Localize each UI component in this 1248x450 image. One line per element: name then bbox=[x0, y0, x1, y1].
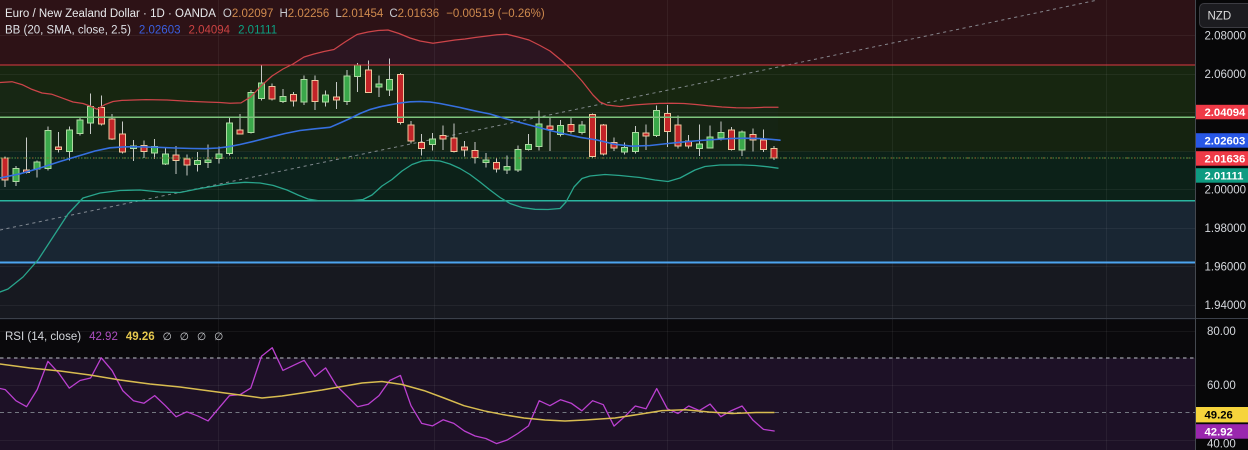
svg-text:60.00: 60.00 bbox=[1207, 380, 1236, 392]
svg-text:2.02603: 2.02603 bbox=[1205, 136, 1246, 148]
svg-text:NZD: NZD bbox=[1208, 10, 1232, 22]
svg-text:1.94000: 1.94000 bbox=[1205, 300, 1247, 312]
svg-text:2.01111: 2.01111 bbox=[1205, 171, 1244, 183]
svg-text:1.96000: 1.96000 bbox=[1205, 261, 1247, 273]
svg-text:40.00: 40.00 bbox=[1207, 438, 1236, 450]
svg-text:Euro / New Zealand Dollar · 1D: Euro / New Zealand Dollar · 1D · OANDA O2… bbox=[5, 8, 545, 20]
svg-text:2.08000: 2.08000 bbox=[1205, 30, 1247, 42]
svg-text:2.06000: 2.06000 bbox=[1205, 69, 1247, 81]
svg-text:2.01636: 2.01636 bbox=[1205, 154, 1246, 166]
svg-text:1.98000: 1.98000 bbox=[1205, 223, 1247, 235]
svg-text:49.26: 49.26 bbox=[1205, 410, 1233, 422]
svg-text:42.92: 42.92 bbox=[1205, 427, 1233, 439]
svg-text:2.04094: 2.04094 bbox=[1205, 107, 1247, 119]
svg-text:80.00: 80.00 bbox=[1207, 326, 1236, 338]
svg-text:2.00000: 2.00000 bbox=[1205, 184, 1247, 196]
svg-text:BB (20, SMA, close, 2.5)2.0260: BB (20, SMA, close, 2.5) 2.02603 2.04094 2.… bbox=[5, 25, 277, 37]
